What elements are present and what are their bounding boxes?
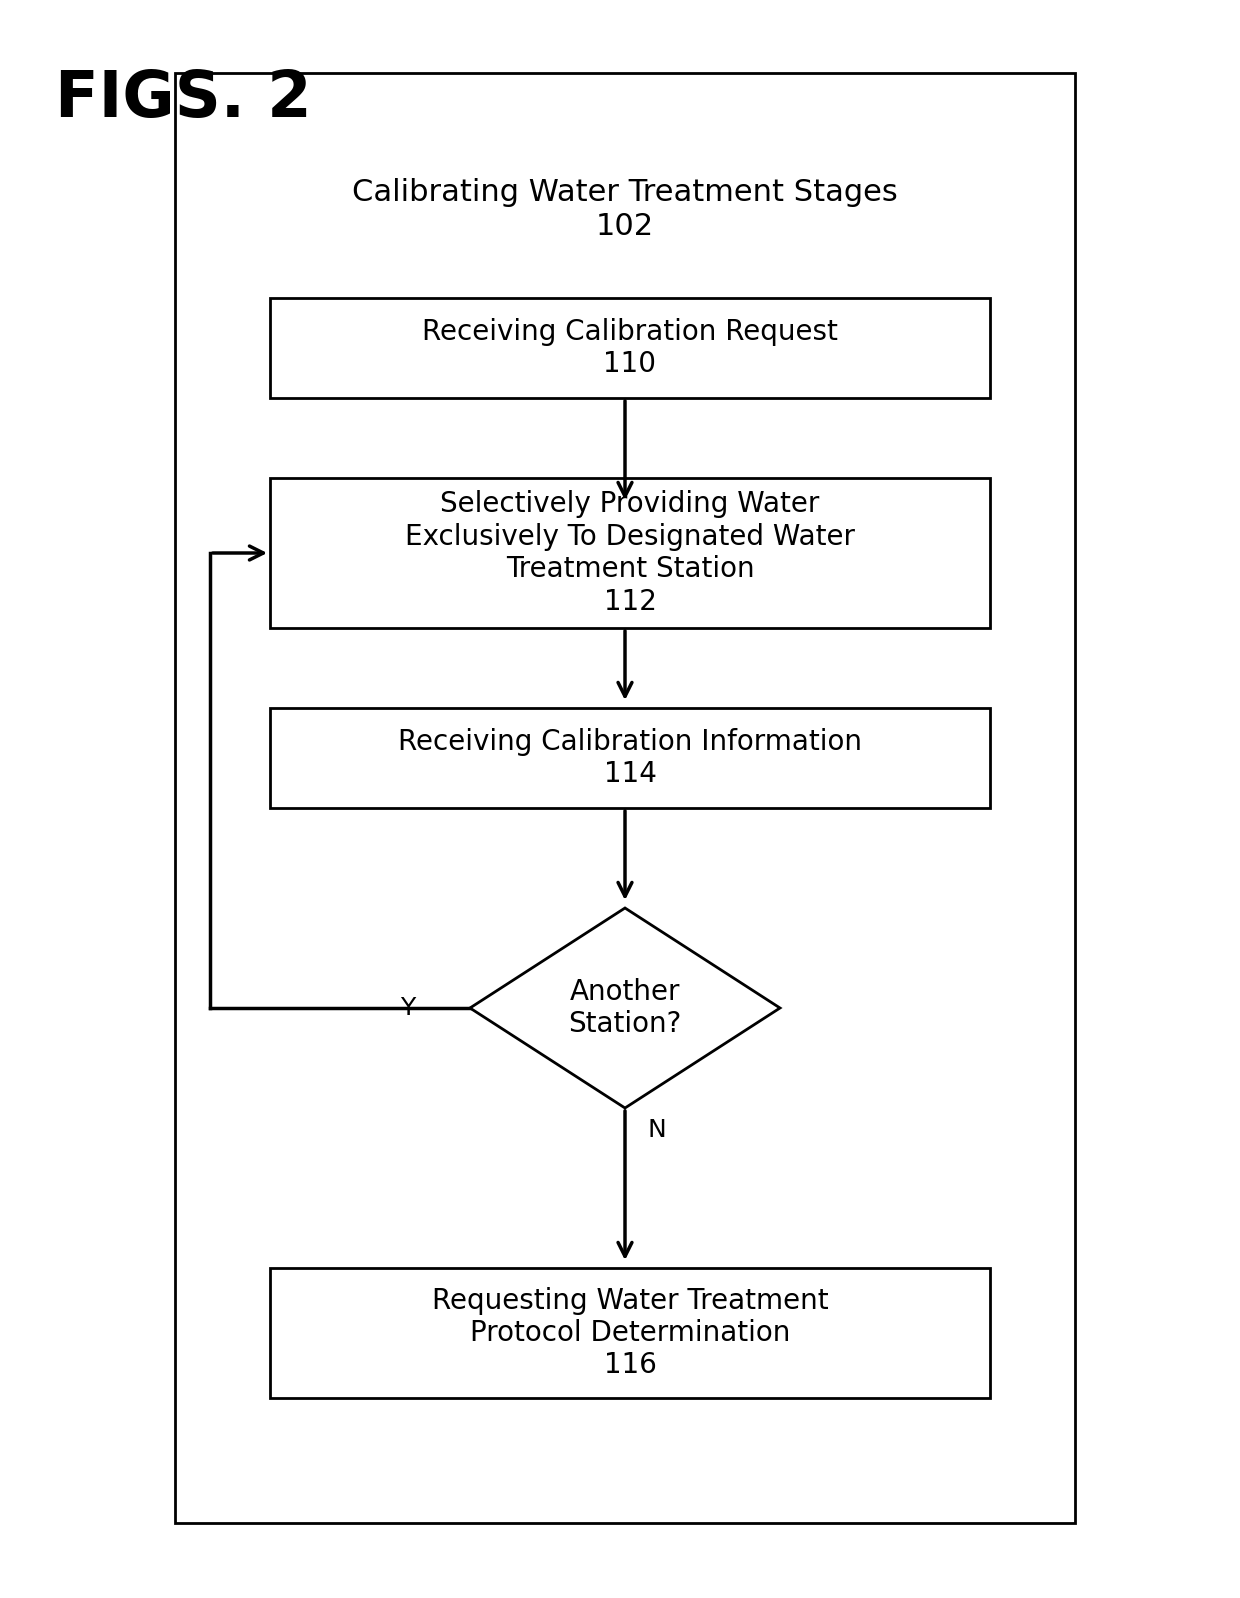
Polygon shape (470, 908, 780, 1107)
Bar (270, 708, 990, 809)
Text: Receiving Calibration Information
114: Receiving Calibration Information 114 (398, 727, 862, 788)
Text: Receiving Calibration Request
110: Receiving Calibration Request 110 (422, 318, 838, 379)
Bar (270, 297, 990, 398)
Text: Y: Y (399, 996, 415, 1020)
Text: N: N (649, 1119, 667, 1143)
Text: FIGS. 2: FIGS. 2 (55, 69, 311, 129)
Text: Requesting Water Treatment
Protocol Determination
116: Requesting Water Treatment Protocol Dete… (432, 1286, 828, 1379)
Text: Another
Station?: Another Station? (568, 978, 682, 1039)
Text: Calibrating Water Treatment Stages
102: Calibrating Water Treatment Stages 102 (352, 177, 898, 241)
Text: Selectively Providing Water
Exclusively To Designated Water
Treatment Station
11: Selectively Providing Water Exclusively … (405, 491, 856, 615)
Bar (270, 1267, 990, 1398)
Bar (270, 478, 990, 628)
Bar (175, 74, 1075, 1523)
